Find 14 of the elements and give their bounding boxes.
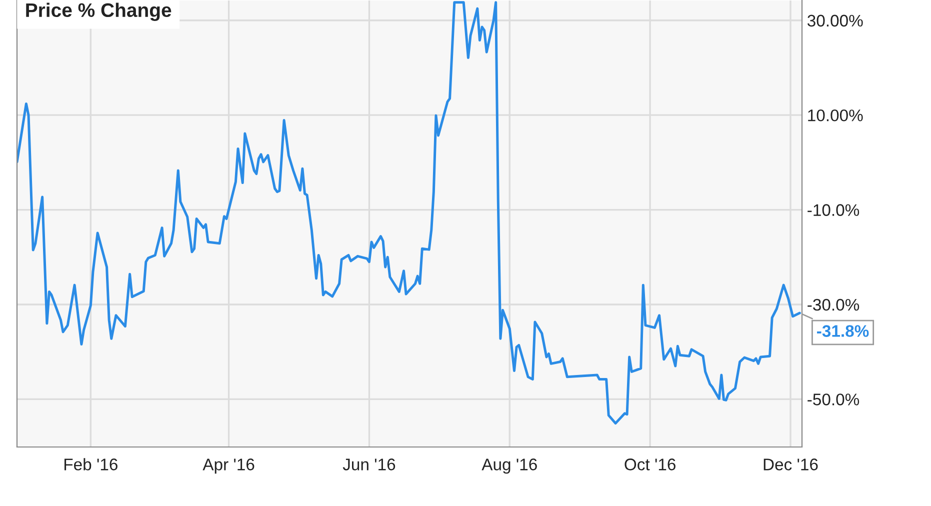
chart-title: Price % Change	[26, 2, 172, 21]
y-tick-label: 10.00%	[808, 109, 863, 122]
y-tick-label: -50.0%	[808, 394, 860, 406]
x-tick-label: Oct '16	[624, 458, 676, 470]
x-tick-label: Jun '16	[342, 458, 396, 470]
x-tick-label: Dec '16	[764, 458, 818, 470]
line-series	[17, 1, 801, 425]
x-tick-label: Apr '16	[202, 458, 254, 474]
x-tick-label: Aug '16	[482, 458, 537, 474]
y-tick-label: -10.0%	[808, 204, 860, 216]
y-tick-label: -30.0%	[808, 298, 860, 311]
x-tick-label: Feb '16	[64, 458, 118, 470]
y-tick-label: 30.00%	[807, 14, 863, 27]
annotation: -31.8%	[817, 325, 869, 337]
